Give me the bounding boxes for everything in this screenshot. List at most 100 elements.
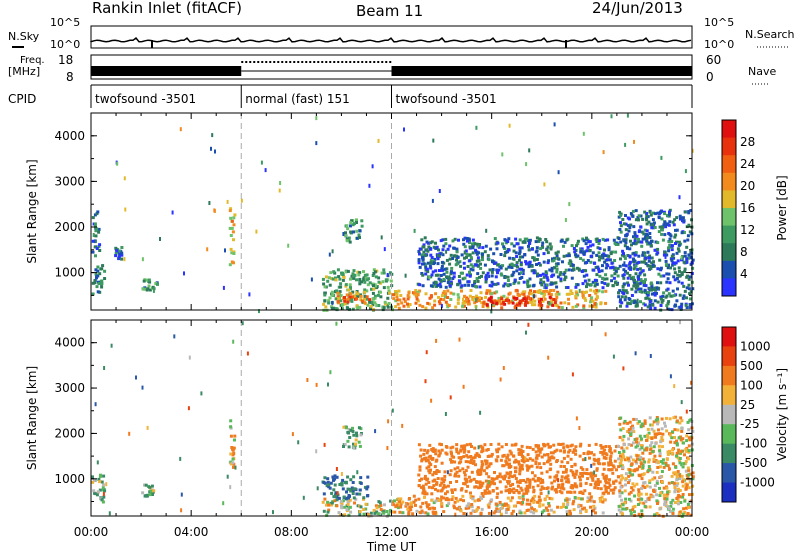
data-cell [431, 473, 435, 477]
data-cell [95, 227, 99, 231]
data-cell [628, 262, 632, 266]
data-cell [621, 466, 625, 470]
data-speck [208, 201, 211, 205]
data-cell [573, 250, 577, 254]
data-cell [576, 254, 580, 258]
data-cell [393, 499, 396, 503]
data-cell [495, 247, 499, 251]
data-cell [422, 490, 426, 494]
data-cell [443, 474, 447, 478]
data-cell [684, 460, 688, 464]
data-cell [461, 271, 464, 275]
data-cell [637, 237, 640, 241]
data-cell [558, 273, 562, 277]
data-cell [580, 247, 584, 251]
data-cell [643, 421, 647, 425]
data-cell [534, 290, 538, 294]
data-cell [649, 493, 653, 497]
data-cell [606, 283, 610, 287]
data-cell [593, 278, 597, 282]
data-cell [417, 473, 421, 477]
data-cell [677, 243, 681, 247]
data-cell [91, 250, 95, 254]
data-cell [523, 511, 527, 515]
data-cell [665, 272, 669, 276]
data-cell [535, 258, 539, 261]
data-cell [120, 253, 124, 257]
data-cell [655, 460, 658, 464]
data-cell [362, 496, 366, 500]
data-cell [377, 304, 381, 307]
data-cell [588, 304, 592, 308]
data-cell [565, 292, 569, 296]
data-cell [506, 279, 510, 282]
data-cell [584, 472, 588, 475]
data-cell [578, 475, 581, 479]
data-cell [562, 505, 566, 508]
data-cell [485, 459, 489, 463]
data-cell [689, 418, 693, 422]
data-speck [557, 170, 560, 175]
data-speck [669, 374, 672, 379]
data-cell [607, 463, 611, 467]
data-cell [555, 251, 559, 255]
data-cell [589, 474, 593, 478]
nsearch-tick-low: 10^0 [704, 38, 734, 51]
data-cell [622, 254, 626, 258]
data-cell [681, 216, 685, 220]
data-cell [426, 512, 430, 516]
data-cell [559, 239, 563, 243]
data-cell [432, 245, 436, 249]
data-cell [607, 254, 611, 258]
data-cell [548, 496, 552, 500]
data-cell [476, 256, 480, 260]
data-cell [379, 504, 383, 508]
data-speck [524, 456, 527, 461]
data-cell [392, 297, 396, 301]
data-cell [562, 446, 566, 450]
data-cell [365, 273, 369, 277]
data-cell [633, 253, 637, 257]
data-cell [635, 461, 639, 465]
data-cell [640, 487, 644, 490]
data-cell [490, 270, 494, 274]
data-cell [462, 238, 465, 242]
data-cell [592, 462, 596, 466]
data-cell [440, 279, 443, 283]
data-cell [387, 302, 391, 305]
data-cell [543, 297, 547, 301]
data-cell [455, 447, 459, 451]
data-cell [545, 276, 549, 280]
data-cell [688, 230, 692, 234]
data-cell [539, 281, 543, 285]
data-cell [522, 479, 526, 482]
data-cell [652, 445, 656, 449]
data-cell [474, 248, 477, 252]
data-speck [458, 337, 461, 342]
data-cell [530, 506, 534, 510]
data-cell [385, 510, 389, 513]
data-cell [532, 256, 536, 260]
data-cell [555, 254, 559, 258]
data-cell [586, 245, 590, 249]
colorbar-tick-label: 24 [740, 157, 755, 171]
data-cell [632, 225, 636, 229]
data-cell [691, 287, 695, 291]
data-cell [603, 282, 607, 286]
data-cell [652, 291, 656, 295]
data-cell [625, 446, 629, 450]
data-cell [676, 247, 680, 251]
data-speck [525, 330, 527, 335]
data-cell [507, 476, 511, 480]
data-cell [537, 462, 541, 466]
data-cell [676, 489, 680, 493]
data-cell [528, 502, 532, 506]
data-cell [480, 507, 484, 511]
station-title: Rankin Inlet (fitACF) [92, 0, 243, 17]
data-cell [431, 284, 435, 288]
data-cell [485, 303, 489, 307]
data-cell [511, 273, 515, 277]
data-cell [334, 276, 337, 280]
data-cell [465, 239, 469, 243]
data-cell [459, 456, 463, 459]
